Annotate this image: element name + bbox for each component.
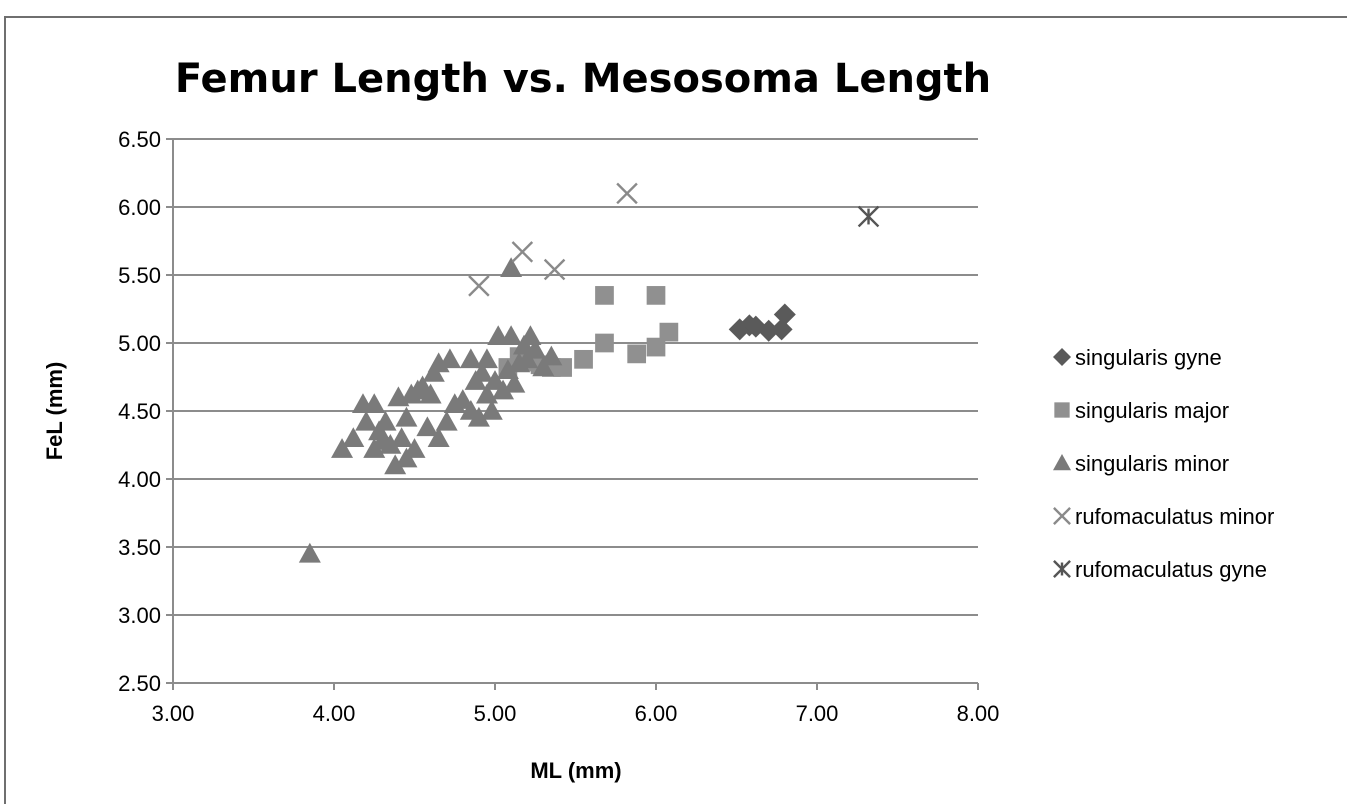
point-singularis-gyne — [770, 318, 793, 341]
y-tick-label: 6.00 — [118, 195, 161, 220]
x-axis-label: ML (mm) — [530, 758, 621, 783]
legend-label-singularis-major: singularis major — [1075, 398, 1229, 423]
point-singularis-minor — [500, 257, 523, 277]
point-singularis-minor — [331, 438, 354, 458]
point-singularis-major — [646, 286, 666, 305]
y-tick-label: 5.00 — [118, 331, 161, 356]
point-singularis-minor — [403, 438, 426, 458]
point-singularis-minor — [532, 356, 555, 377]
point-singularis-minor — [379, 434, 402, 454]
legend-marker-rufomaculatus-gyne — [1053, 560, 1071, 578]
legend-marker-singularis-gyne — [1053, 348, 1071, 366]
point-singularis-minor — [496, 359, 519, 379]
point-singularis-minor — [459, 348, 482, 369]
point-singularis-major — [627, 344, 647, 364]
point-singularis-minor — [540, 345, 563, 366]
point-singularis-major — [646, 337, 666, 357]
point-singularis-minor — [395, 406, 418, 427]
y-tick-labels: 2.50 3.00 3.50 4.00 4.50 5.00 5.50 6.00 6.50 — [118, 127, 161, 696]
gridlines — [173, 138, 978, 616]
x-stroke — [511, 241, 534, 263]
point-singularis-minor — [390, 427, 413, 447]
y-tick-label: 5.50 — [118, 263, 161, 288]
point-singularis-major — [595, 333, 614, 353]
point-singularis-minor — [342, 427, 365, 447]
point-singularis-minor — [471, 361, 494, 382]
point-singularis-gyne — [757, 319, 780, 342]
point-singularis-minor — [427, 427, 450, 447]
y-tick-label: 4.00 — [118, 467, 161, 492]
legend-label-rufomaculatus-gyne: rufomaculatus gyne — [1075, 557, 1267, 582]
legend: singularis gyne singularis major singulari… — [1053, 345, 1274, 582]
point-singularis-minor — [519, 325, 542, 345]
point-rufomaculatus-minor — [616, 182, 638, 205]
point-singularis-minor — [475, 383, 498, 404]
y-tick-label: 6.50 — [118, 127, 161, 152]
point-rufomaculatus-minor — [511, 241, 534, 263]
point-rufomaculatus-gyne — [857, 205, 880, 228]
x-tick-label: 5.00 — [474, 701, 517, 726]
point-singularis-minor — [298, 542, 321, 563]
chart-title: Femur Length vs. Mesosoma Length — [175, 56, 991, 102]
legend-label-rufomaculatus-minor: rufomaculatus minor — [1075, 504, 1274, 529]
point-singularis-minor — [500, 325, 523, 345]
point-singularis-major — [574, 349, 593, 369]
point-rufomaculatus-minor — [468, 275, 490, 297]
legend-label-singularis-minor: singularis minor — [1075, 451, 1229, 476]
x-stroke — [543, 258, 566, 281]
point-singularis-minor — [435, 410, 458, 431]
point-singularis-minor — [492, 379, 515, 400]
y-tick-label: 2.50 — [118, 671, 161, 696]
x-tick-label: 4.00 — [313, 701, 356, 726]
point-singularis-minor — [419, 383, 442, 404]
point-singularis-minor — [480, 400, 503, 420]
point-singularis-minor — [374, 410, 397, 431]
x-tick-label: 3.00 — [152, 701, 195, 726]
y-tick-label: 4.50 — [118, 399, 161, 424]
y-tick-label: 3.50 — [118, 535, 161, 560]
point-singularis-minor — [475, 348, 498, 369]
x-stroke — [616, 182, 638, 205]
point-singularis-minor — [524, 338, 547, 359]
x-stroke — [1053, 507, 1071, 525]
legend-label-singularis-gyne: singularis gyne — [1075, 345, 1222, 370]
x-tick-label: 6.00 — [635, 701, 678, 726]
point-singularis-minor — [503, 372, 526, 393]
point-singularis-minor — [416, 416, 439, 437]
x-tick-labels: 3.00 4.00 5.00 6.00 7.00 8.00 — [152, 701, 1000, 726]
legend-marker-rufomaculatus-minor — [1053, 507, 1071, 525]
x-tick-label: 8.00 — [957, 701, 1000, 726]
legend-marker-singularis-minor — [1053, 454, 1071, 471]
point-singularis-major — [595, 286, 614, 305]
point-singularis-minor — [384, 454, 407, 475]
point-singularis-minor — [467, 406, 490, 427]
point-singularis-minor — [363, 393, 386, 413]
data-points — [298, 182, 880, 563]
point-singularis-gyne — [773, 303, 796, 326]
x-stroke — [468, 275, 490, 297]
y-axis-label: FeL (mm) — [42, 362, 67, 461]
point-singularis-minor — [355, 410, 378, 431]
point-singularis-major — [659, 322, 679, 342]
y-tick-label: 3.00 — [118, 603, 161, 628]
legend-marker-singularis-major — [1054, 402, 1070, 418]
x-tick-label: 7.00 — [796, 701, 839, 726]
point-singularis-minor — [438, 348, 461, 369]
axes — [166, 138, 979, 690]
point-rufomaculatus-minor — [543, 258, 566, 281]
point-singularis-minor — [451, 389, 474, 409]
